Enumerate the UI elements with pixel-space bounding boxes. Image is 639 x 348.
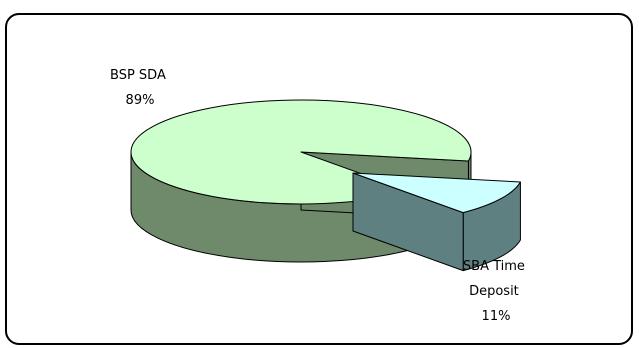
slice-name-sba-time-deposit-line1: SBA Time xyxy=(463,259,525,274)
slice-top-sba-time-deposit xyxy=(352,172,521,214)
slice-percent-bsp-sda: 89% xyxy=(126,93,155,108)
slice-name-bsp-sda: BSP SDA xyxy=(110,68,166,83)
slice-top-bsp-sda xyxy=(130,99,472,205)
slice-percent-sba-time-deposit: 11% xyxy=(482,309,511,324)
slice-label-sba-time-deposit: SBA Time Deposit 11% xyxy=(463,259,529,324)
slice-name-sba-time-deposit-line2: Deposit xyxy=(469,284,519,299)
slice-label-bsp-sda: BSP SDA 89% xyxy=(110,68,170,108)
